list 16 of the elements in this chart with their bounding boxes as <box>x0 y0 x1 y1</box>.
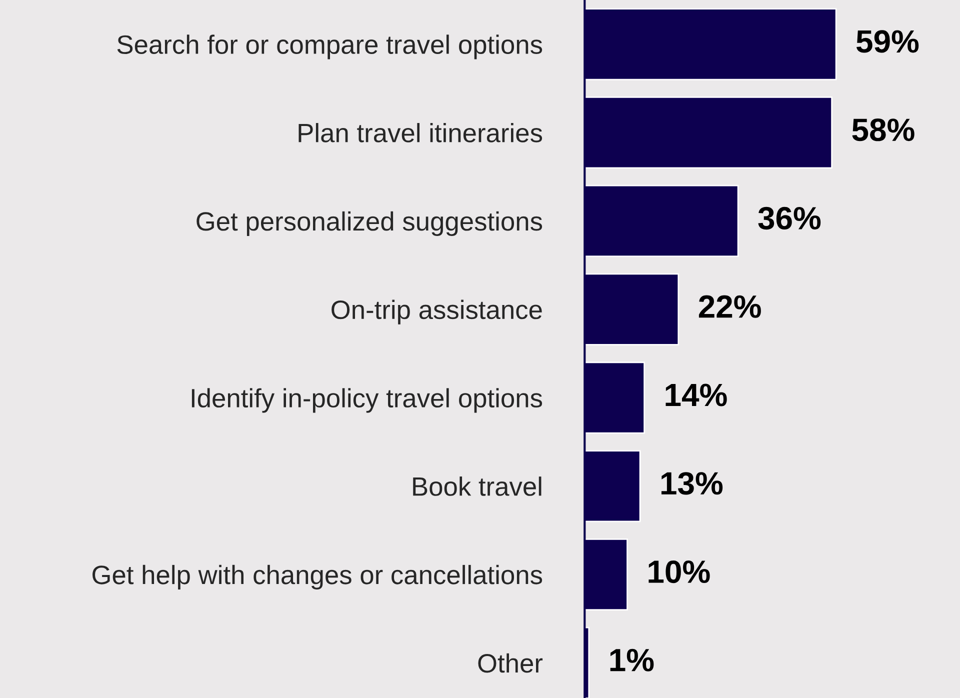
data-label: 59% <box>856 30 919 53</box>
data-label: 1% <box>610 648 654 672</box>
data-label: 22% <box>698 295 761 318</box>
y-tick-label: Book travel <box>413 476 542 496</box>
data-label: 10% <box>648 560 710 584</box>
y-tick-label: Search for or compare travel options <box>117 34 542 60</box>
y-tick-label: Plan travel itineraries <box>298 123 542 142</box>
y-tick-label: Other <box>478 653 543 673</box>
data-label: 14% <box>666 384 727 406</box>
y-tick-label: Identify in-policy travel options <box>192 388 542 413</box>
y-tick-label: Get personalized suggestions <box>196 211 542 236</box>
y-tick-label: On-trip assistance <box>332 300 542 324</box>
y-tick-label: Get help with changes or cancellations <box>92 564 542 590</box>
data-label: 58% <box>852 118 914 142</box>
data-label: 36% <box>758 206 821 230</box>
data-label: 13% <box>661 472 723 495</box>
